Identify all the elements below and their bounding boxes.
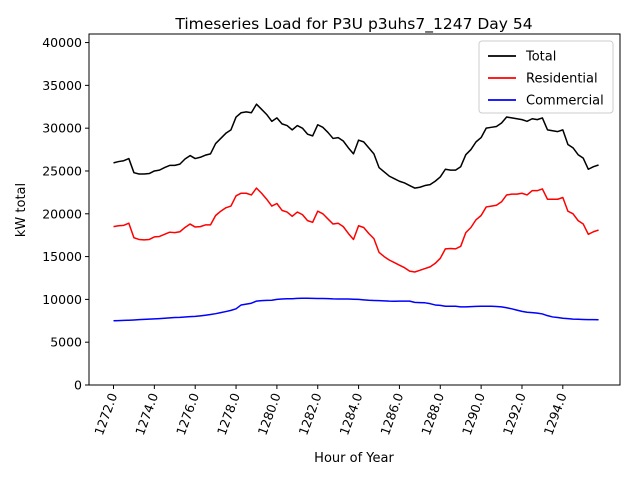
y-tick-label: 10000 [42, 292, 82, 307]
y-axis-label: kW total [14, 183, 29, 237]
series-line-commercial [113, 297, 599, 322]
y-tick-label: 25000 [42, 163, 82, 178]
y-axis: 0 5000 10000 15000 20000 25000 30000 35000 40000 [42, 35, 89, 393]
y-tick-label: 5000 [50, 335, 82, 350]
chart-title: Timeseries Load for P3U p3uhs7_1247 Day … [174, 15, 532, 34]
y-tick-label: 0 [74, 378, 82, 393]
series-line-total [113, 103, 599, 189]
series-lines [113, 103, 599, 322]
legend-label-total: Total [525, 50, 556, 65]
y-tick-label: 15000 [42, 249, 82, 264]
x-axis-label: Hour of Year [314, 451, 394, 466]
y-tick-label: 20000 [42, 206, 82, 221]
series-line-residential [113, 187, 599, 273]
legend-label-residential: Residential [526, 72, 598, 87]
y-tick-label: 40000 [42, 35, 82, 50]
y-tick-label: 30000 [42, 121, 82, 136]
legend-label-commercial: Commercial [526, 94, 604, 109]
legend-box [478, 40, 614, 114]
y-tick-label: 35000 [42, 78, 82, 93]
plot-frame [88, 33, 621, 386]
legend: Total Residential Commercial [478, 40, 614, 114]
